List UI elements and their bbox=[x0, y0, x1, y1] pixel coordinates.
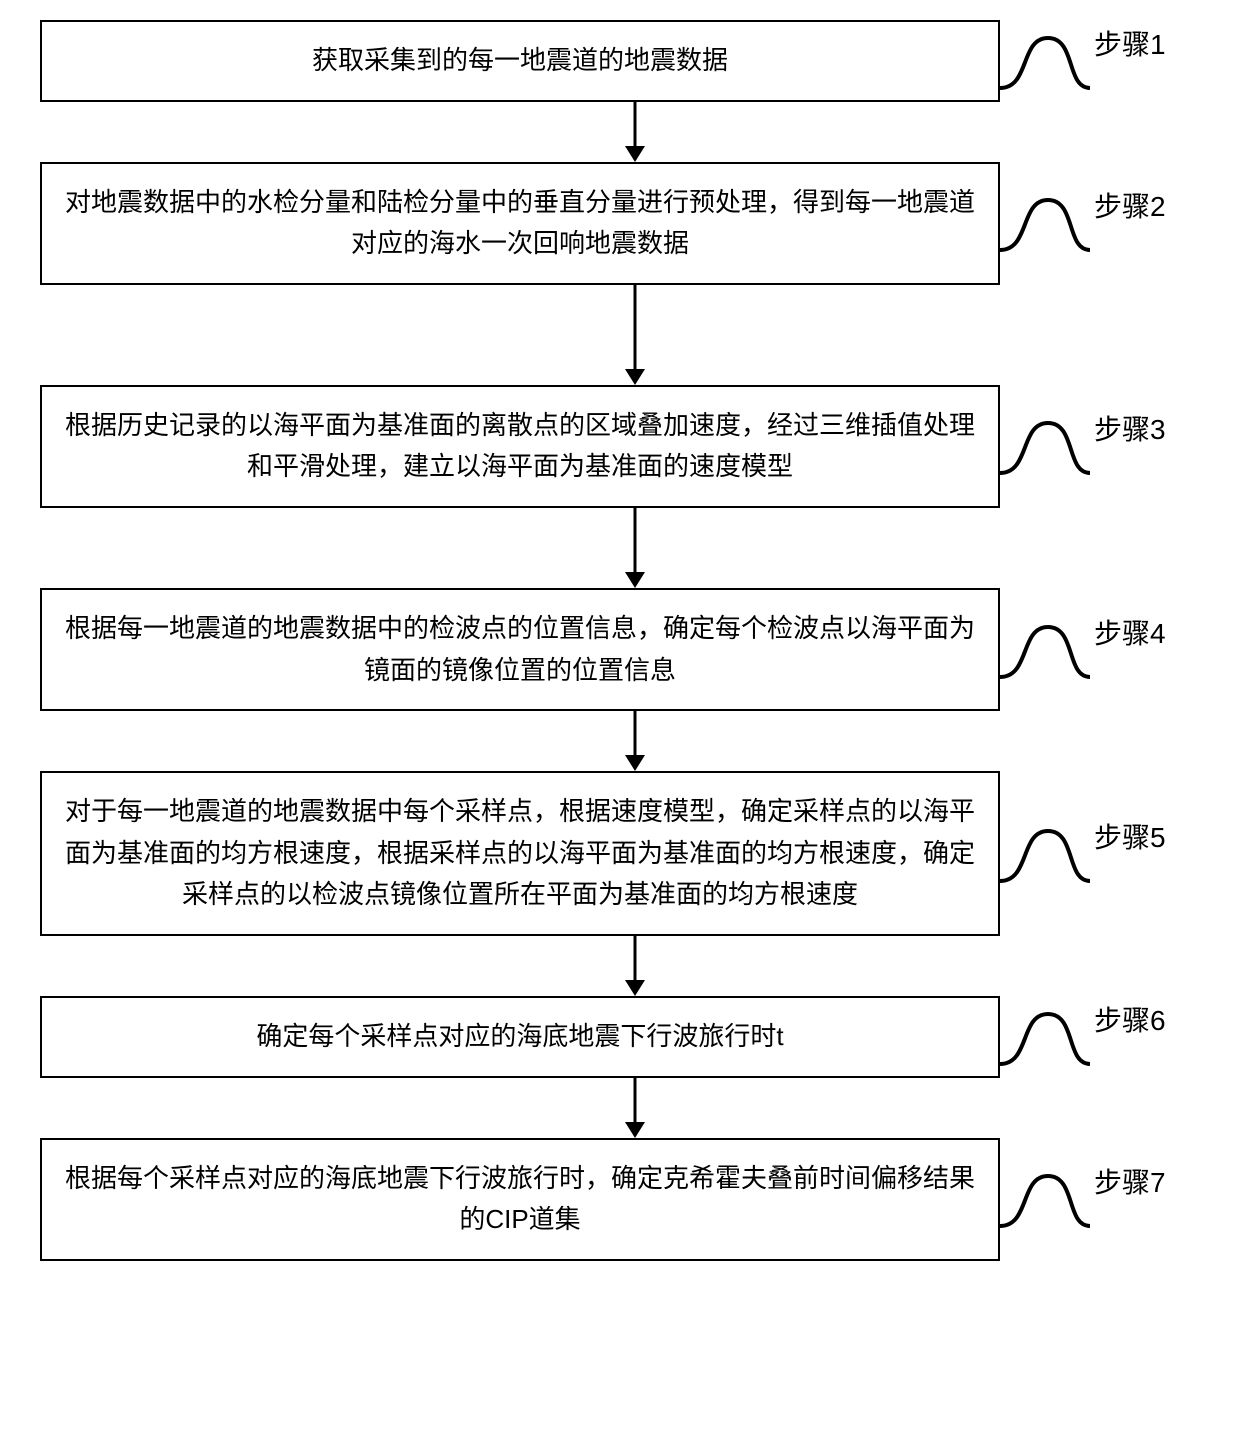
step-label-wrap: 步骤3 bbox=[1000, 411, 1166, 481]
step-text: 对于每一地震道的地震数据中每个采样点，根据速度模型，确定采样点的以海平面为基准面… bbox=[62, 791, 978, 916]
step-label-2: 步骤2 bbox=[1094, 185, 1166, 225]
step-box-4: 根据每一地震道的地震数据中的检波点的位置信息，确定每个检波点以海平面为镜面的镜像… bbox=[40, 588, 1000, 711]
step-row-2: 对地震数据中的水检分量和陆检分量中的垂直分量进行预处理，得到每一地震道对应的海水… bbox=[10, 162, 1230, 285]
step-label-wrap: 步骤2 bbox=[1000, 188, 1166, 258]
step-label-wrap: 步骤4 bbox=[1000, 615, 1166, 685]
step-label-7: 步骤7 bbox=[1094, 1161, 1166, 1201]
step-label-wrap: 步骤6 bbox=[1000, 1002, 1166, 1072]
flowchart-container: 获取采集到的每一地震道的地震数据 步骤1 对地震数据中的水检分量和陆检分量中的垂… bbox=[10, 20, 1230, 1261]
step-box-6: 确定每个采样点对应的海底地震下行波旅行时t bbox=[40, 996, 1000, 1078]
step-row-4: 根据每一地震道的地震数据中的检波点的位置信息，确定每个检波点以海平面为镜面的镜像… bbox=[10, 588, 1230, 711]
arrow-down-4 bbox=[155, 711, 1115, 771]
step-row-1: 获取采集到的每一地震道的地震数据 步骤1 bbox=[10, 20, 1230, 102]
step-box-1: 获取采集到的每一地震道的地震数据 bbox=[40, 20, 1000, 102]
step-label-wrap: 步骤7 bbox=[1000, 1164, 1166, 1234]
step-label-4: 步骤4 bbox=[1094, 612, 1166, 652]
step-box-3: 根据历史记录的以海平面为基准面的离散点的区域叠加速度，经过三维插值处理和平滑处理… bbox=[40, 385, 1000, 508]
step-row-3: 根据历史记录的以海平面为基准面的离散点的区域叠加速度，经过三维插值处理和平滑处理… bbox=[10, 385, 1230, 508]
step-row-7: 根据每个采样点对应的海底地震下行波旅行时，确定克希霍夫叠前时间偏移结果的CIP道… bbox=[10, 1138, 1230, 1261]
step-label-1: 步骤1 bbox=[1094, 23, 1166, 63]
step-label-6: 步骤6 bbox=[1094, 999, 1166, 1039]
step-row-6: 确定每个采样点对应的海底地震下行波旅行时t 步骤6 bbox=[10, 996, 1230, 1078]
arrow-down-3 bbox=[155, 508, 1115, 588]
step-row-5: 对于每一地震道的地震数据中每个采样点，根据速度模型，确定采样点的以海平面为基准面… bbox=[10, 771, 1230, 936]
arrow-down-2 bbox=[155, 285, 1115, 385]
step-box-7: 根据每个采样点对应的海底地震下行波旅行时，确定克希霍夫叠前时间偏移结果的CIP道… bbox=[40, 1138, 1000, 1261]
arrow-down-5 bbox=[155, 936, 1115, 996]
step-box-2: 对地震数据中的水检分量和陆检分量中的垂直分量进行预处理，得到每一地震道对应的海水… bbox=[40, 162, 1000, 285]
step-label-3: 步骤3 bbox=[1094, 408, 1166, 448]
arrow-down-6 bbox=[155, 1078, 1115, 1138]
arrow-down-1 bbox=[155, 102, 1115, 162]
step-text: 根据每个采样点对应的海底地震下行波旅行时，确定克希霍夫叠前时间偏移结果的CIP道… bbox=[62, 1158, 978, 1241]
step-text: 对地震数据中的水检分量和陆检分量中的垂直分量进行预处理，得到每一地震道对应的海水… bbox=[62, 182, 978, 265]
step-box-5: 对于每一地震道的地震数据中每个采样点，根据速度模型，确定采样点的以海平面为基准面… bbox=[40, 771, 1000, 936]
step-text: 确定每个采样点对应的海底地震下行波旅行时t bbox=[256, 1016, 783, 1058]
step-text: 根据历史记录的以海平面为基准面的离散点的区域叠加速度，经过三维插值处理和平滑处理… bbox=[62, 405, 978, 488]
step-label-wrap: 步骤5 bbox=[1000, 819, 1166, 889]
step-text: 根据每一地震道的地震数据中的检波点的位置信息，确定每个检波点以海平面为镜面的镜像… bbox=[62, 608, 978, 691]
step-label-5: 步骤5 bbox=[1094, 816, 1166, 856]
step-label-wrap: 步骤1 bbox=[1000, 26, 1166, 96]
step-text: 获取采集到的每一地震道的地震数据 bbox=[312, 40, 728, 82]
